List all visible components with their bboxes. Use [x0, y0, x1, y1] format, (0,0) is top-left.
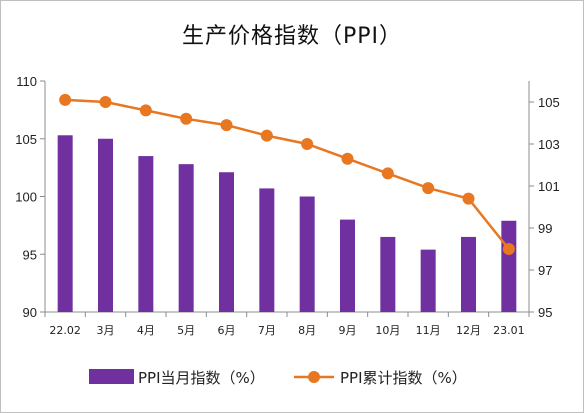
x-tick-labels: 22.02 3月 4月 5月 6月 7月 8月 9月 10月 11月 12月 23.01 — [49, 324, 524, 337]
bar — [57, 135, 73, 312]
line-point — [180, 112, 193, 125]
line-point — [341, 152, 354, 165]
x-tick-label: 5月 — [177, 324, 195, 337]
legend: PPI当月指数（%） PPI累计指数（%） — [89, 369, 467, 387]
y-right-tick-label: 101 — [538, 179, 560, 194]
line-point — [59, 93, 72, 106]
x-tick-label: 12月 — [456, 324, 481, 337]
bar-series — [57, 135, 517, 312]
x-tick-label: 4月 — [137, 324, 155, 337]
bar — [501, 220, 517, 312]
line-point — [301, 138, 314, 150]
y-right-tick-label: 97 — [538, 263, 552, 278]
bar — [420, 249, 436, 312]
legend-line-label: PPI累计指数（%） — [340, 369, 467, 387]
line-point — [422, 182, 435, 195]
y-left-tick-label: 95 — [23, 247, 37, 262]
bar — [461, 236, 476, 312]
line-series — [59, 93, 515, 255]
line-point — [381, 167, 394, 180]
line-point — [139, 104, 152, 117]
y-right-tick-label: 99 — [538, 221, 552, 236]
bar — [299, 196, 315, 312]
x-tick-label: 7月 — [258, 324, 276, 337]
line-point — [502, 243, 515, 255]
bar — [380, 236, 396, 312]
bar — [259, 188, 275, 312]
line-path — [65, 98, 510, 250]
chart-title: 生产价格指数（PPI） — [182, 24, 402, 49]
x-tick-label: 3月 — [97, 324, 115, 337]
y-left-tick-label: 90 — [23, 305, 37, 320]
legend-bar-label: PPI当月指数（%） — [138, 369, 265, 387]
x-tick-label: 10月 — [375, 324, 400, 337]
y-right-tick-label: 95 — [538, 305, 552, 320]
x-tick-label: 11月 — [416, 324, 441, 337]
x-tick-label: 23.01 — [493, 324, 525, 337]
axes: 90 95 100 105 110 95 97 99 101 103 105 — [15, 74, 559, 320]
y-left-tick-label: 100 — [15, 190, 37, 205]
bar — [98, 138, 113, 312]
bar — [178, 164, 194, 312]
x-tick-label: 9月 — [339, 324, 357, 337]
x-tick-label: 8月 — [298, 324, 316, 337]
line-point — [220, 119, 233, 132]
legend-bar-swatch — [89, 369, 134, 384]
line-point — [260, 129, 273, 142]
bar — [138, 156, 154, 312]
y-left-tick-label: 105 — [15, 132, 37, 147]
x-tick-label: 22.02 — [49, 324, 81, 337]
bar — [340, 219, 355, 312]
legend-line-marker — [308, 371, 320, 383]
line-point — [99, 96, 112, 108]
y-right-tick-label: 105 — [538, 95, 560, 110]
y-left-tick-label: 110 — [16, 74, 37, 89]
y-right-tick-label: 103 — [538, 137, 560, 152]
line-point — [462, 192, 475, 205]
x-tick-label: 6月 — [218, 324, 236, 337]
bar — [219, 172, 234, 312]
